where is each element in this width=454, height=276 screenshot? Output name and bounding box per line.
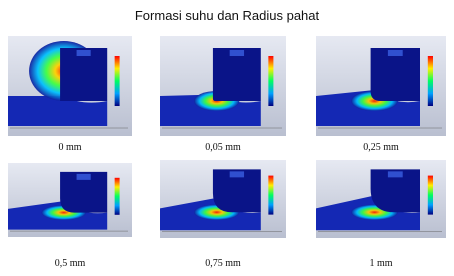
simulation-image: [8, 163, 132, 237]
figure-title: Formasi suhu dan Radius pahat: [0, 8, 454, 23]
simulation-image: [8, 36, 132, 136]
simulation-image: [160, 36, 286, 136]
panel-caption: 0,25 mm: [316, 142, 446, 153]
panel-caption: 0,75 mm: [160, 258, 286, 269]
step-label-box: [388, 171, 403, 177]
simulation-image: [316, 36, 446, 136]
colorbar: [115, 178, 120, 215]
colorbar: [268, 56, 273, 106]
panel-caption: 1 mm: [316, 258, 446, 269]
colorbar: [428, 176, 433, 215]
step-label-box: [388, 50, 403, 56]
colorbar: [115, 56, 120, 106]
colorbar: [268, 176, 273, 215]
step-label-box: [230, 50, 244, 56]
colorbar: [428, 56, 433, 106]
figure: Formasi suhu dan Radius pahat 0 mm 0,05 m…: [0, 0, 454, 276]
panel-caption: 0 mm: [8, 142, 132, 153]
simulation-image: [316, 160, 446, 238]
simulation-image: [160, 160, 286, 238]
step-label-box: [77, 174, 91, 180]
panel-caption: 0,05 mm: [160, 142, 286, 153]
step-label-box: [77, 50, 91, 56]
panel-caption: 0,5 mm: [8, 258, 132, 269]
step-label-box: [230, 171, 244, 177]
